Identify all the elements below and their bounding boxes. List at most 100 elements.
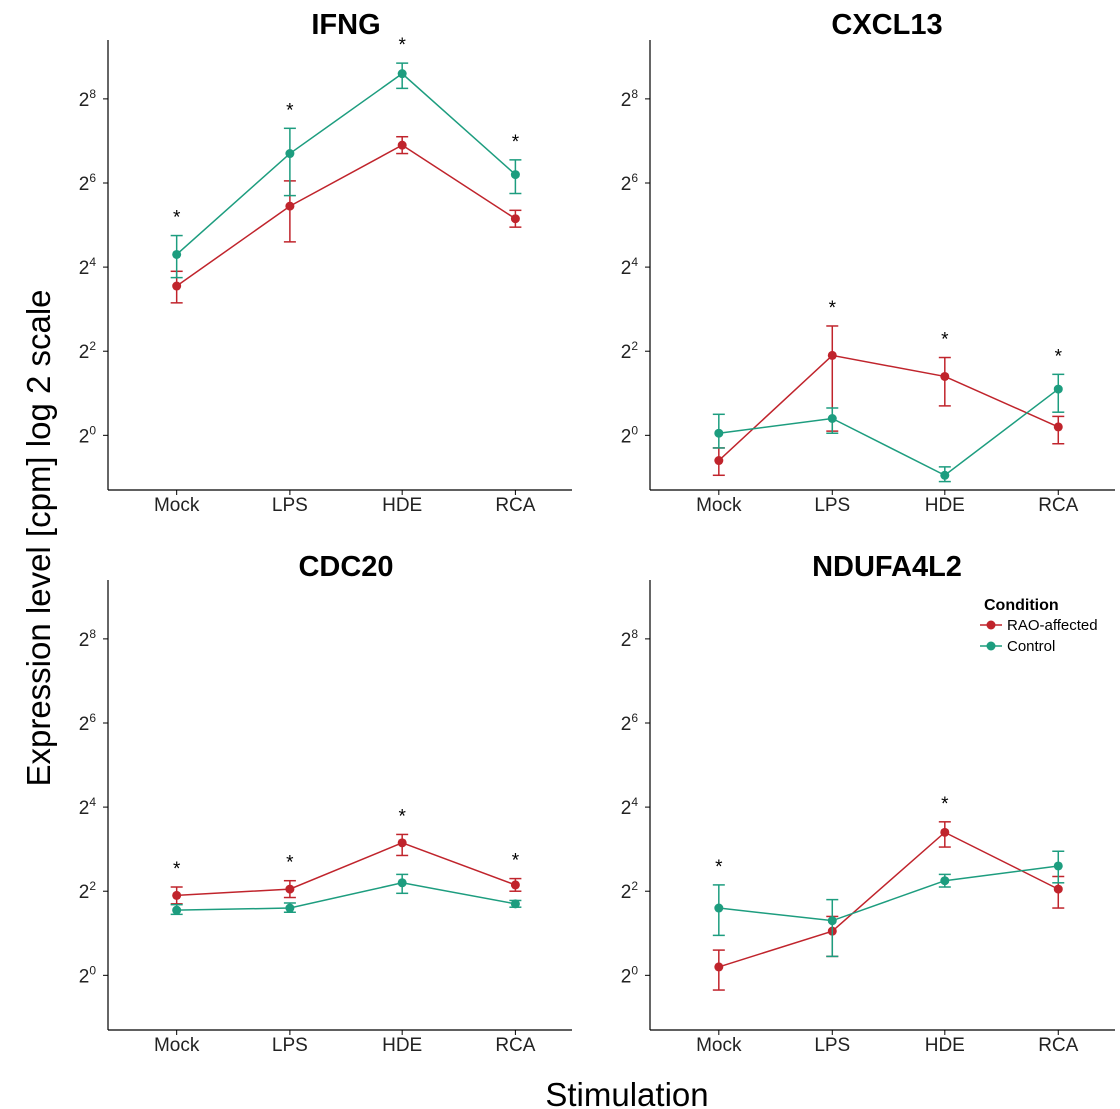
data-point-control — [714, 428, 724, 438]
x-tick-label: Mock — [154, 495, 200, 516]
legend: Condition RAO-affected Control — [980, 597, 1098, 655]
x-tick-label: LPS — [814, 495, 850, 516]
legend-label: Control — [1007, 638, 1055, 655]
series-line-control — [718, 865, 1059, 922]
series-line-rao-affected — [176, 842, 516, 897]
panel-ndufa4l2: NDUFA4L2 20 22 24 26 28 Mock LPS HDE RCA * * — [621, 551, 1115, 1056]
x-tick-label: RCA — [1038, 495, 1078, 516]
x-tick-label: RCA — [495, 1035, 535, 1056]
y-tick-label: 20 — [621, 963, 639, 987]
data-point-control — [285, 149, 295, 159]
y-tick-label: 26 — [79, 711, 97, 735]
x-tick-label: Mock — [696, 495, 742, 516]
data-point-control — [285, 903, 295, 913]
y-tick-label: 24 — [79, 795, 97, 819]
panel-title: IFNG — [311, 9, 380, 41]
data-point-control — [397, 69, 407, 79]
significance-marker: * — [398, 35, 406, 56]
y-tick-label: 20 — [621, 423, 639, 447]
y-axis-title: Expression level [cpm] log 2 scale — [20, 289, 57, 786]
legend-swatch-point — [986, 641, 996, 651]
y-tick-label: 22 — [621, 339, 639, 363]
data-point-control — [1053, 384, 1063, 394]
legend-label: RAO-affected — [1007, 617, 1098, 634]
x-tick-label: LPS — [272, 1035, 308, 1056]
panel-ifng: IFNG 20 22 24 26 28 Mock LPS HDE RCA * * * * — [79, 9, 572, 516]
data-point-rao-affected — [285, 201, 295, 211]
data-point-control — [172, 905, 182, 915]
data-point-control — [714, 903, 724, 913]
data-point-rao-affected — [285, 884, 295, 894]
x-tick-label: HDE — [382, 495, 422, 516]
series-line-rao-affected — [718, 354, 1059, 462]
panel-title: CDC20 — [298, 551, 393, 583]
x-tick-label: LPS — [272, 495, 308, 516]
legend-entry-control: Control — [980, 638, 1055, 655]
significance-marker: * — [512, 132, 520, 153]
legend-swatch-point — [986, 620, 996, 630]
y-tick-label: 28 — [621, 87, 639, 111]
panel-cdc20: CDC20 20 22 24 26 28 Mock LPS HDE RCA * * * * — [79, 551, 572, 1056]
y-tick-label: 24 — [621, 255, 639, 279]
data-point-rao-affected — [714, 962, 724, 972]
data-point-control — [510, 170, 520, 180]
y-tick-label: 22 — [79, 879, 97, 903]
x-tick-label: HDE — [925, 495, 965, 516]
x-tick-label: Mock — [696, 1035, 742, 1056]
y-tick-label: 22 — [621, 879, 639, 903]
significance-marker: * — [1055, 346, 1063, 367]
data-point-rao-affected — [714, 456, 724, 466]
data-point-rao-affected — [940, 371, 950, 381]
legend-entry-rao-affected: RAO-affected — [980, 617, 1098, 634]
y-tick-label: 28 — [79, 87, 97, 111]
data-point-rao-affected — [397, 140, 407, 150]
data-point-rao-affected — [827, 350, 837, 360]
x-tick-label: RCA — [1038, 1035, 1078, 1056]
legend-title: Condition — [984, 597, 1059, 614]
data-point-control — [940, 470, 950, 480]
x-tick-label: LPS — [814, 1035, 850, 1056]
panel-title: NDUFA4L2 — [812, 551, 962, 583]
significance-marker: * — [286, 100, 294, 121]
series-line-control — [176, 72, 516, 256]
data-point-rao-affected — [397, 838, 407, 848]
y-tick-label: 28 — [79, 627, 97, 651]
data-point-control — [940, 876, 950, 886]
y-tick-label: 28 — [621, 627, 639, 651]
y-tick-label: 20 — [79, 963, 97, 987]
data-point-rao-affected — [172, 890, 182, 900]
data-point-rao-affected — [1053, 422, 1063, 432]
y-tick-label: 26 — [79, 171, 97, 195]
significance-marker: * — [398, 806, 406, 827]
y-tick-label: 26 — [621, 171, 639, 195]
data-point-rao-affected — [510, 214, 520, 224]
significance-marker: * — [173, 859, 181, 880]
panel-cxcl13: CXCL13 20 22 24 26 28 Mock LPS HDE RCA * * * — [621, 9, 1115, 516]
data-point-rao-affected — [940, 827, 950, 837]
x-axis-title: Stimulation — [545, 1076, 708, 1109]
data-point-rao-affected — [510, 880, 520, 890]
significance-marker: * — [286, 853, 294, 874]
significance-marker: * — [173, 208, 181, 229]
y-tick-label: 24 — [79, 255, 97, 279]
data-point-control — [1053, 861, 1063, 871]
data-point-rao-affected — [1053, 884, 1063, 894]
panel-title: CXCL13 — [831, 9, 942, 41]
significance-marker: * — [715, 857, 723, 878]
data-point-control — [397, 878, 407, 888]
y-tick-label: 22 — [79, 339, 97, 363]
data-point-control — [827, 916, 837, 926]
x-tick-label: HDE — [382, 1035, 422, 1056]
y-tick-label: 20 — [79, 423, 97, 447]
data-point-control — [510, 899, 520, 909]
data-point-control — [827, 414, 837, 424]
series-line-control — [718, 388, 1059, 477]
series-line-control — [176, 882, 516, 911]
data-point-rao-affected — [172, 281, 182, 291]
significance-marker: * — [941, 794, 949, 815]
y-tick-label: 24 — [621, 795, 639, 819]
significance-marker: * — [941, 330, 949, 351]
significance-marker: * — [512, 851, 520, 872]
x-tick-label: HDE — [925, 1035, 965, 1056]
